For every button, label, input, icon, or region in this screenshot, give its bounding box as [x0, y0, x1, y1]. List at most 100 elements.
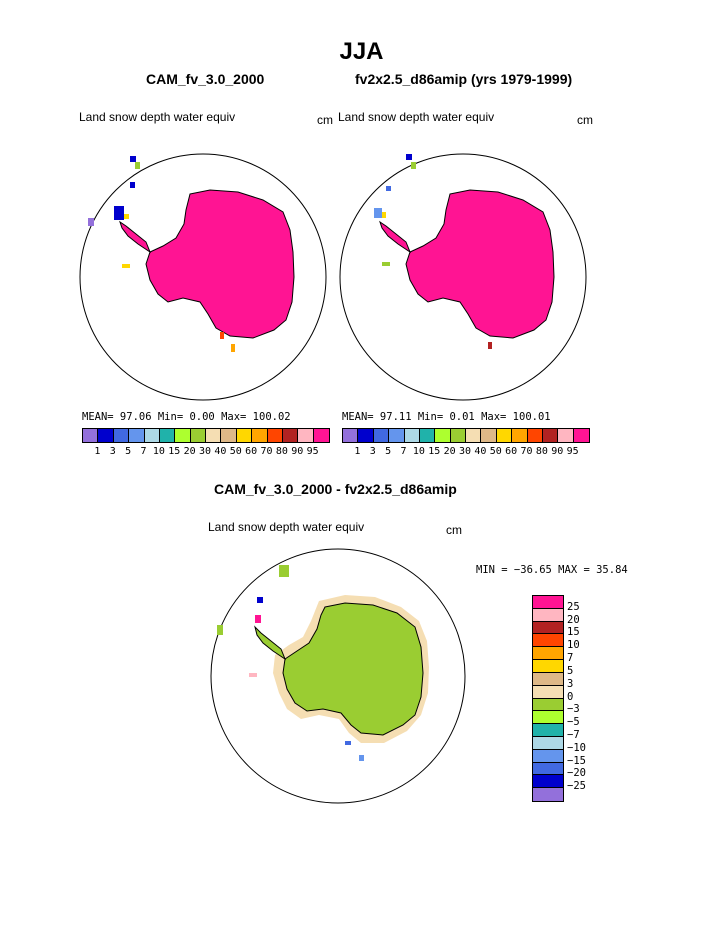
colorbar-tick-label: 1	[354, 446, 361, 457]
colorbar-swatch	[533, 672, 563, 686]
colorbar-tick-label: 20	[183, 446, 196, 457]
colorbar-tick-label: 60	[505, 446, 518, 457]
page-title: JJA	[339, 38, 384, 65]
colorbar-tick-label: 90	[551, 446, 564, 457]
colorbar-swatch	[533, 647, 563, 661]
colorbar-swatch	[221, 429, 237, 442]
colorbar-tick-label: −20	[567, 767, 586, 780]
colorbar-swatch	[466, 429, 482, 442]
diff-polar-map	[210, 548, 466, 804]
colorbar-swatch	[129, 429, 145, 442]
colorbar-tick-label: −5	[567, 716, 580, 729]
colorbar-swatch	[573, 429, 589, 442]
colorbar-swatch	[252, 429, 268, 442]
left-colorbar-ticks: 1 3 5 7 10 15 20 30 40 50 60 70 80 90 95	[82, 446, 330, 460]
diff-stats: MIN = −36.65 MAX = 35.84	[476, 564, 628, 576]
colorbar-swatch	[159, 429, 176, 442]
colorbar-tick-label: 30	[198, 446, 212, 457]
colorbar-tick-label: 7	[400, 446, 407, 457]
colorbar-tick-label: 95	[306, 446, 319, 457]
colorbar-swatch	[533, 685, 563, 699]
colorbar-tick-label: 50	[489, 446, 502, 457]
colorbar-tick-label: 30	[458, 446, 472, 457]
colorbar-tick-label: 10	[152, 446, 165, 457]
colorbar-tick-label: 10	[412, 446, 425, 457]
colorbar-swatch	[298, 429, 314, 442]
colorbar-swatch	[404, 429, 420, 442]
colorbar-tick-label: −25	[567, 780, 586, 793]
colorbar-swatch	[98, 429, 114, 442]
left-polar-map	[79, 153, 327, 401]
colorbar-swatch	[419, 429, 436, 442]
colorbar-swatch	[313, 429, 329, 442]
colorbar-tick-label: 7	[140, 446, 147, 457]
colorbar-tick-label: −7	[567, 728, 580, 741]
colorbar-tick-label: −15	[567, 754, 586, 767]
colorbar-tick-label: 3	[109, 446, 116, 457]
right-colorbar	[342, 428, 590, 443]
colorbar-swatch	[358, 429, 374, 442]
colorbar-tick-label: 40	[474, 446, 487, 457]
colorbar-swatch	[282, 429, 299, 442]
right-colorbar-ticks: 1 3 5 7 10 15 20 30 40 50 60 70 80 90 95	[342, 446, 590, 460]
diff-units-label: cm	[446, 523, 462, 537]
antarctica-landmass	[282, 602, 424, 736]
colorbar-swatch	[533, 608, 563, 622]
diff-colorbar	[532, 595, 564, 802]
colorbar-swatch	[533, 762, 563, 776]
left-colorbar	[82, 428, 330, 443]
colorbar-tick-label: 1	[94, 446, 101, 457]
diff-title: CAM_fv_3.0_2000 - fv2x2.5_d86amip	[214, 481, 457, 497]
colorbar-tick-label: 80	[275, 446, 288, 457]
colorbar-swatch	[343, 429, 359, 442]
colorbar-swatch	[542, 429, 559, 442]
colorbar-swatch	[533, 698, 563, 712]
colorbar-swatch	[481, 429, 497, 442]
colorbar-tick-label: −10	[567, 741, 586, 754]
antarctica-landmass	[405, 189, 555, 339]
colorbar-tick-label: 60	[245, 446, 258, 457]
colorbar-tick-label: 80	[535, 446, 548, 457]
antarctic-peninsula	[254, 625, 287, 661]
colorbar-tick-label: 0	[567, 690, 574, 703]
left-stats: MEAN= 97.06 Min= 0.00 Max= 100.02	[82, 411, 291, 423]
colorbar-swatch	[236, 429, 253, 442]
colorbar-swatch	[83, 429, 99, 442]
right-polar-map	[339, 153, 587, 401]
left-case-title: CAM_fv_3.0_2000	[146, 71, 265, 87]
antarctica-landmass	[145, 189, 295, 339]
right-case-title: fv2x2.5_d86amip (yrs 1979-1999)	[355, 71, 573, 87]
antarctic-peninsula	[379, 220, 412, 254]
colorbar-swatch	[267, 429, 283, 442]
colorbar-swatch	[558, 429, 574, 442]
left-units-label: cm	[317, 113, 333, 127]
colorbar-swatch	[533, 711, 563, 725]
colorbar-swatch	[533, 736, 563, 750]
colorbar-tick-label: −3	[567, 703, 580, 716]
colorbar-swatch	[373, 429, 390, 442]
colorbar-tick-label: 95	[566, 446, 579, 457]
colorbar-swatch	[435, 429, 451, 442]
right-stats: MEAN= 97.11 Min= 0.01 Max= 100.01	[342, 411, 551, 423]
colorbar-swatch	[496, 429, 513, 442]
colorbar-swatch	[175, 429, 191, 442]
colorbar-tick-label: 5	[125, 446, 132, 457]
diff-field-label: Land snow depth water equiv	[208, 520, 365, 534]
colorbar-tick-label: 50	[229, 446, 242, 457]
colorbar-swatch	[533, 621, 563, 635]
colorbar-tick-label: 20	[567, 613, 580, 626]
colorbar-swatch	[450, 429, 466, 442]
colorbar-tick-label: 3	[369, 446, 376, 457]
colorbar-tick-label: 15	[428, 446, 441, 457]
colorbar-swatch	[533, 596, 563, 609]
colorbar-tick-label: 70	[260, 446, 273, 457]
colorbar-swatch	[533, 724, 563, 737]
colorbar-swatch	[527, 429, 543, 442]
colorbar-tick-label: 3	[567, 677, 574, 690]
colorbar-tick-label: 90	[291, 446, 304, 457]
colorbar-swatch	[512, 429, 528, 442]
colorbar-swatch	[190, 429, 206, 442]
colorbar-swatch	[144, 429, 160, 442]
colorbar-tick-label: 10	[567, 639, 580, 652]
colorbar-tick-label: 5	[567, 664, 574, 677]
